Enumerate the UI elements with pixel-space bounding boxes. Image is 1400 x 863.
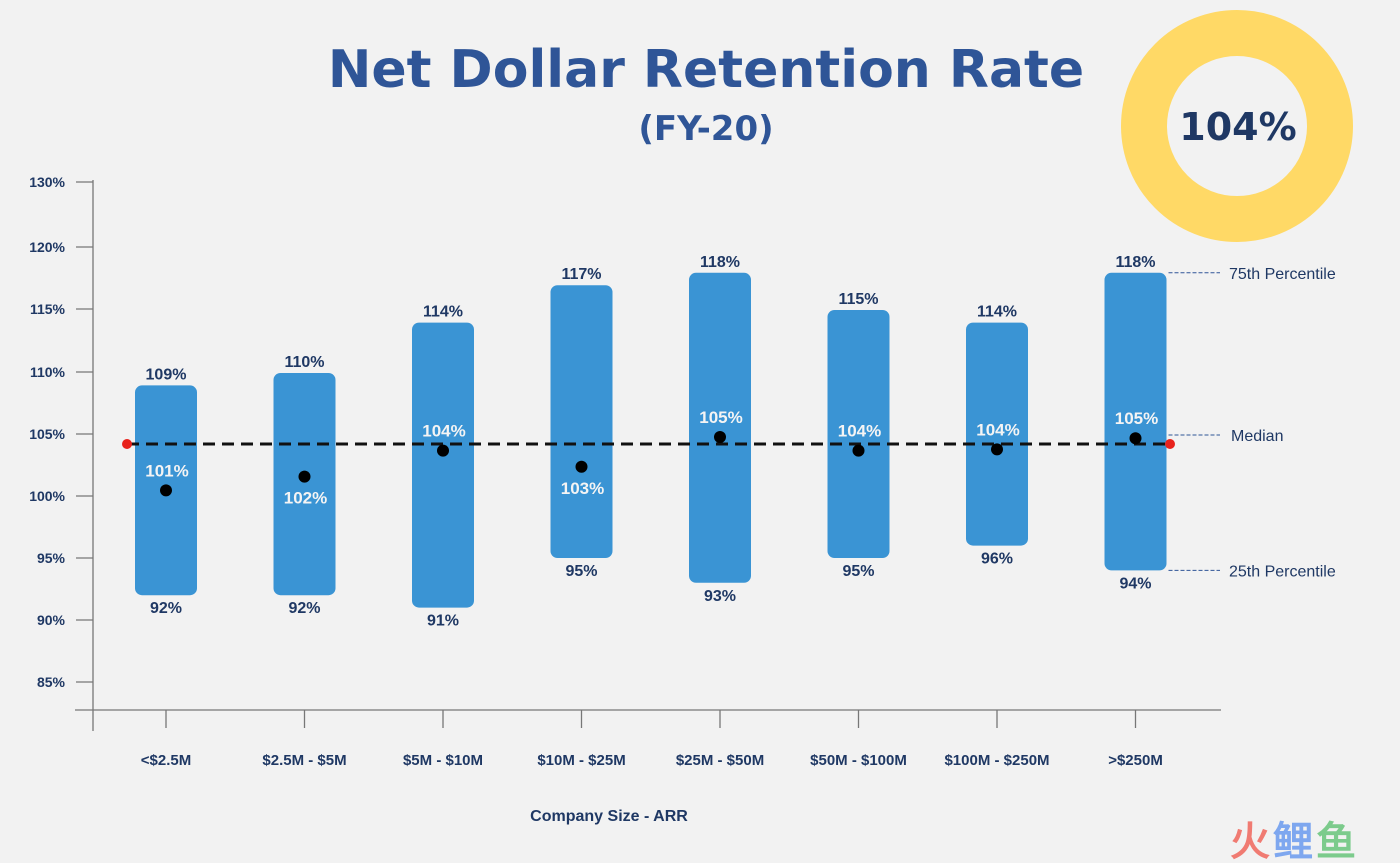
y-tick-label: 110% (30, 364, 66, 380)
y-tick-label: 120% (29, 239, 65, 255)
watermark-char-1: 火 (1230, 819, 1270, 863)
median-value-label: 105% (1115, 409, 1158, 428)
y-tick-label: 130% (29, 174, 65, 190)
value-labels: 109% 92% 101% 110% 92% 102% 114% 91% 104% 117% 95%… (145, 254, 1158, 630)
p25-value-label: 93% (704, 588, 736, 605)
p75-value-label: 109% (146, 366, 187, 383)
watermark-char-3: 鱼 (1316, 819, 1356, 863)
p75-value-label: 115% (838, 291, 878, 308)
median-value-label: 104% (976, 420, 1019, 439)
legend-median: Median (1231, 428, 1283, 445)
legend: 75th Percentile Median 25th Percentile (1168, 266, 1336, 580)
median-dot (991, 443, 1003, 456)
x-tick-label: $25M - $50M (676, 752, 764, 769)
x-tick-label: $2.5M - $5M (262, 752, 346, 769)
y-axis-ticks: 130% 120% 115% 110% 105% 100% 95% 90% 85% (29, 174, 93, 690)
x-axis-label: Company Size - ARR (530, 808, 688, 825)
x-tick-label: $10M - $25M (537, 752, 625, 769)
p75-value-label: 114% (423, 304, 463, 321)
median-dots (160, 431, 1142, 497)
range-bar (689, 272, 751, 583)
p75-value-label: 118% (700, 254, 740, 271)
y-tick-label: 100% (29, 488, 65, 504)
p75-value-label: 118% (1115, 254, 1155, 271)
range-bar (1104, 272, 1167, 571)
overall-median-badge: 104% (1121, 10, 1353, 242)
watermark-logo: 火 鲤 鱼 (1230, 819, 1356, 863)
x-tick-label: $5M - $10M (403, 752, 483, 769)
x-tick-label: <$2.5M (141, 752, 191, 769)
p75-value-label: 110% (284, 354, 324, 371)
legend-75th-percentile: 75th Percentile (1229, 266, 1336, 283)
median-dot (852, 444, 865, 457)
x-tick-label: >$250M (1108, 752, 1163, 769)
range-bar (273, 373, 336, 596)
p25-value-label: 94% (1119, 575, 1151, 592)
overall-median-right-marker (1165, 439, 1175, 449)
badge-value: 104% (1179, 105, 1296, 149)
chart-subtitle: (FY-20) (638, 109, 773, 149)
median-value-label: 103% (561, 479, 604, 498)
range-bar (966, 322, 1028, 546)
p25-value-label: 95% (565, 563, 597, 580)
median-value-label: 101% (145, 461, 188, 480)
p25-value-label: 91% (427, 613, 459, 630)
overall-median-left-marker (122, 439, 132, 449)
overall-median-line (122, 439, 1175, 449)
badge-ring (1121, 10, 1353, 242)
x-tick-label: $100M - $250M (944, 752, 1049, 769)
p25-value-label: 92% (150, 600, 182, 617)
median-dot (437, 444, 449, 457)
p75-value-label: 117% (561, 266, 601, 283)
x-axis-ticks: <$2.5M $2.5M - $5M $5M - $10M $10M - $25M $2… (141, 710, 1163, 769)
p75-value-label: 114% (977, 304, 1017, 321)
median-dot (575, 460, 588, 473)
median-dot (160, 484, 172, 497)
p25-value-label: 92% (288, 600, 320, 617)
axes (75, 180, 1221, 731)
y-tick-label: 95% (37, 550, 66, 566)
p25-value-label: 96% (981, 551, 1013, 568)
x-tick-label: $50M - $100M (810, 752, 907, 769)
range-bar (412, 322, 474, 608)
median-value-label: 105% (699, 408, 742, 427)
median-value-label: 104% (422, 422, 465, 441)
range-bar (827, 310, 890, 558)
median-dot (1129, 432, 1142, 445)
y-tick-label: 90% (37, 612, 66, 628)
watermark-char-2: 鲤 (1273, 819, 1313, 863)
y-tick-label: 85% (37, 674, 66, 690)
p25-value-label: 95% (842, 563, 874, 580)
chart-title: Net Dollar Retention Rate (328, 40, 1084, 100)
median-value-label: 102% (284, 489, 327, 508)
median-value-label: 104% (838, 422, 881, 441)
median-dot (298, 470, 311, 483)
legend-25th-percentile: 25th Percentile (1229, 563, 1336, 580)
y-tick-label: 105% (29, 426, 65, 442)
median-dot (714, 431, 726, 443)
y-tick-label: 115% (30, 301, 66, 317)
range-bar (550, 285, 613, 558)
